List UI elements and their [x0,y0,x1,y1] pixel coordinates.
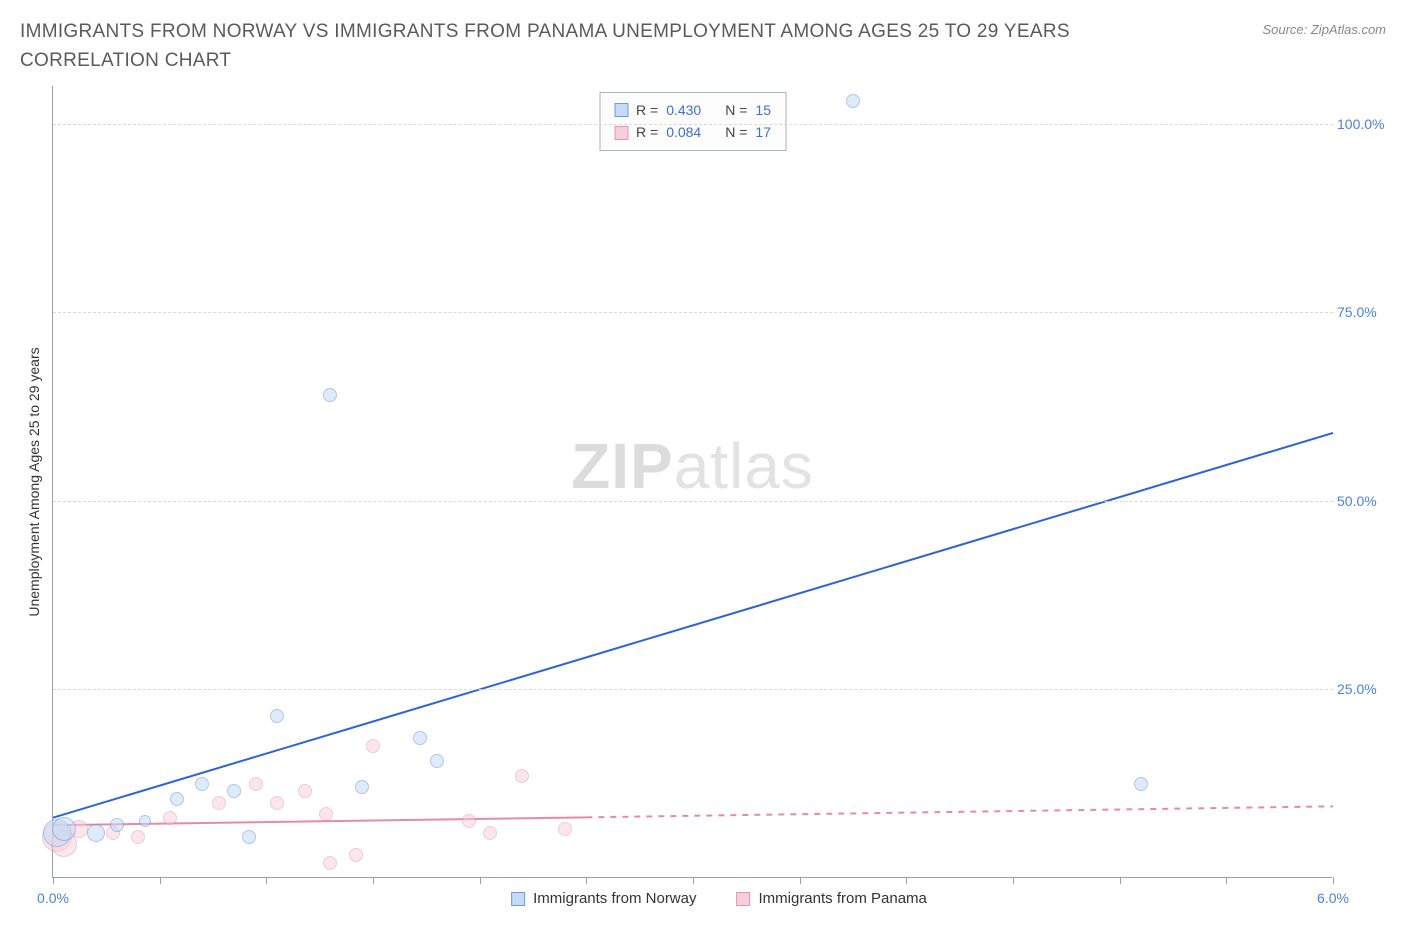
data-point-norway [139,815,151,827]
svg-lines [53,86,1333,878]
x-tick [800,877,801,884]
source-label: Source: ZipAtlas.com [1262,22,1386,37]
data-point-norway [227,784,241,798]
n-value-norway: 15 [755,99,771,121]
chart-title: IMMIGRANTS FROM NORWAY VS IMMIGRANTS FRO… [20,18,1120,75]
n-label: N = [725,99,747,121]
series-label-norway: Immigrants from Norway [533,890,696,907]
x-tick [53,877,54,884]
x-tick [1120,877,1121,884]
x-tick [160,877,161,884]
data-point-panama [366,739,380,753]
data-point-panama [349,848,363,862]
x-tick [1333,877,1334,884]
n-label: N = [725,121,747,143]
legend-item-panama: Immigrants from Panama [736,890,926,907]
data-point-norway [413,731,427,745]
data-point-panama [131,830,145,844]
plot-wrapper: Unemployment Among Ages 25 to 29 years Z… [52,86,1386,878]
legend-row-norway: R = 0.430 N = 15 [614,99,771,121]
x-tick [266,877,267,884]
data-point-panama [483,826,497,840]
data-point-norway [846,94,860,108]
data-point-panama [319,807,333,821]
swatch-panama [736,892,750,906]
data-point-norway [170,792,184,806]
data-point-norway [195,777,209,791]
y-tick-label: 50.0% [1337,493,1391,509]
trend-line [586,806,1333,817]
data-point-norway [355,780,369,794]
data-point-panama [212,796,226,810]
series-label-panama: Immigrants from Panama [758,890,926,907]
x-tick [906,877,907,884]
plot-area: ZIPatlas R = 0.430 N = 15 R = 0.084 N = … [52,86,1332,878]
r-label: R = [636,99,658,121]
x-tick-label: 6.0% [1317,890,1349,906]
r-value-panama: 0.084 [666,121,701,143]
data-point-norway [242,830,256,844]
data-point-panama [515,769,529,783]
data-point-panama [298,784,312,798]
data-point-panama [323,856,337,870]
swatch-panama [614,126,628,140]
y-tick-label: 75.0% [1337,304,1391,320]
swatch-norway [614,103,628,117]
data-point-norway [87,824,105,842]
data-point-norway [110,818,124,832]
gridline [53,501,1333,502]
y-tick-label: 25.0% [1337,681,1391,697]
x-tick [373,877,374,884]
gridline [53,124,1333,125]
trend-line [53,817,586,825]
data-point-norway [1134,777,1148,791]
y-tick-label: 100.0% [1337,116,1391,132]
gridline [53,312,1333,313]
x-tick [586,877,587,884]
r-label: R = [636,121,658,143]
x-tick [1013,877,1014,884]
x-tick [693,877,694,884]
y-axis-label: Unemployment Among Ages 25 to 29 years [26,347,42,616]
data-point-panama [558,822,572,836]
legend-item-norway: Immigrants from Norway [511,890,696,907]
swatch-norway [511,892,525,906]
data-point-panama [462,814,476,828]
legend-row-panama: R = 0.084 N = 17 [614,121,771,143]
data-point-panama [270,796,284,810]
data-point-panama [163,811,177,825]
x-tick [480,877,481,884]
data-point-norway [52,817,76,841]
data-point-norway [270,709,284,723]
data-point-panama [249,777,263,791]
gridline [53,689,1333,690]
n-value-panama: 17 [755,121,771,143]
x-tick [1226,877,1227,884]
trend-line [53,433,1333,818]
legend-series: Immigrants from Norway Immigrants from P… [511,890,927,907]
data-point-norway [323,388,337,402]
data-point-norway [430,754,444,768]
x-tick-label: 0.0% [37,890,69,906]
legend-correlation: R = 0.430 N = 15 R = 0.084 N = 17 [599,92,786,151]
r-value-norway: 0.430 [666,99,701,121]
